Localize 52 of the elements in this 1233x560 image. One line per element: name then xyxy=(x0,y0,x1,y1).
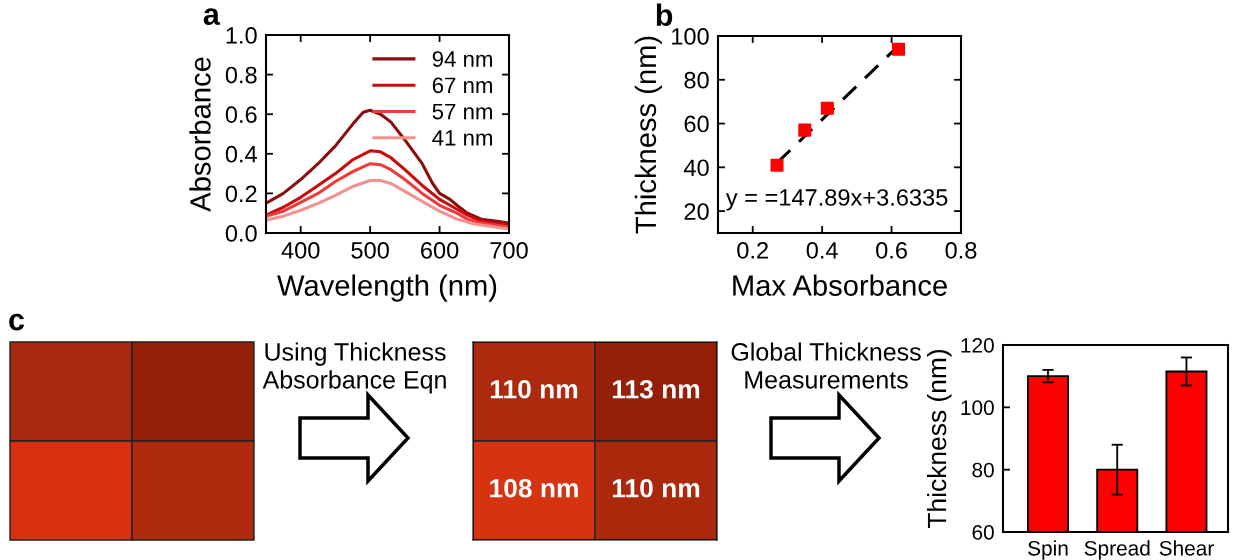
legend-label: 57 nm xyxy=(432,103,492,120)
y-axis-title: Thickness (nm) xyxy=(926,349,952,529)
y-tick-label: 1.0 xyxy=(226,27,257,44)
y-tick-label: 60 xyxy=(684,115,709,133)
text: 110 nm xyxy=(490,379,578,399)
x-tick-label: 0.4 xyxy=(806,241,838,259)
y-tick-label: 100 xyxy=(961,400,994,416)
line-series xyxy=(266,149,509,227)
y-axis-title: Absorbance xyxy=(189,57,211,212)
x-tick-label: 400 xyxy=(281,241,320,259)
x-tick-label: 500 xyxy=(351,241,389,259)
text: 108 nm xyxy=(490,478,578,498)
y-tick-label: 80 xyxy=(684,71,709,89)
y-tick-label: 100 xyxy=(672,28,709,45)
point xyxy=(798,123,812,137)
line-series xyxy=(266,162,509,229)
x-tick-label: Spread xyxy=(1084,540,1150,560)
text: Global Thickness Measurements xyxy=(731,342,921,389)
chart-title: a xyxy=(203,8,221,25)
legend-label: 67 nm xyxy=(432,77,492,94)
x-tick-label: Spin xyxy=(1028,540,1068,560)
y-tick-label: 0.2 xyxy=(225,185,257,203)
text: c xyxy=(9,313,25,331)
x-tick-label: Shear xyxy=(1159,540,1214,556)
y-tick-label: 120 xyxy=(961,338,994,353)
legend-label: 94 nm xyxy=(432,51,492,67)
point xyxy=(770,158,784,172)
y-tick-label: 60 xyxy=(972,525,994,540)
y-tick-label: 40 xyxy=(683,159,709,177)
y-tick-label: 20 xyxy=(684,203,709,220)
chart-title: b xyxy=(656,3,673,27)
y-tick-label: 0.0 xyxy=(225,225,257,242)
x-tick-label: 700 xyxy=(490,241,528,259)
x-axis-title: Wavelength (nm) xyxy=(277,274,497,302)
legend-label: 41 nm xyxy=(432,130,492,146)
y-tick-label: 0.4 xyxy=(225,145,257,163)
x-tick-label: 0.2 xyxy=(737,241,768,259)
annotation: y = =147.89x+3.6335 xyxy=(725,189,948,211)
text: Using Thickness Absorbance Eqn xyxy=(262,342,446,394)
x-axis-title: Max Absorbance xyxy=(733,274,947,296)
y-tick-label: 0.6 xyxy=(225,106,257,123)
point xyxy=(892,42,906,56)
point xyxy=(820,101,834,115)
x-tick-label: 0.6 xyxy=(876,241,907,259)
y-tick-label: 0.8 xyxy=(225,66,257,84)
text: 113 nm xyxy=(612,379,700,399)
x-tick-label: 0.8 xyxy=(945,241,977,259)
y-axis-title: Thickness (nm) xyxy=(634,36,662,234)
x-tick-label: 600 xyxy=(421,241,459,259)
line-series xyxy=(266,179,509,231)
text: 110 nm xyxy=(612,478,700,498)
y-tick-label: 80 xyxy=(972,462,994,478)
